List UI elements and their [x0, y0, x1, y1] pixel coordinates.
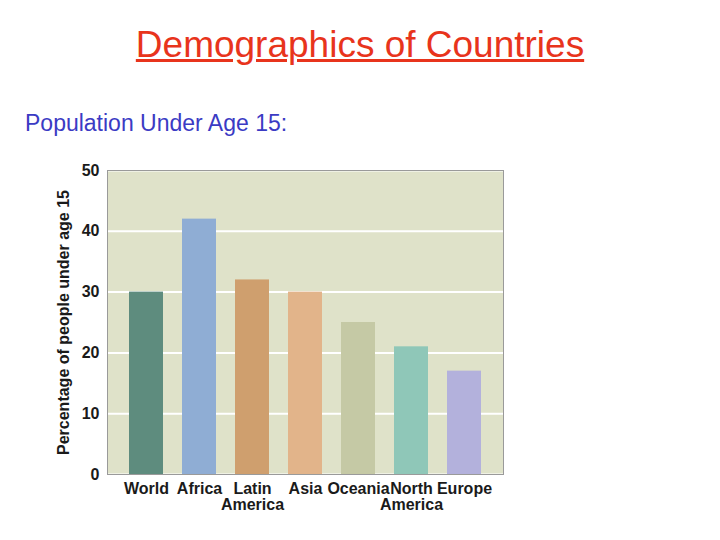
svg-text:30: 30 [82, 283, 100, 300]
svg-text:LatinAmerica: LatinAmerica [221, 480, 284, 513]
html-text:Population Under Age 15:: Population Under Age 15: [25, 110, 288, 136]
svg-text:40: 40 [82, 222, 100, 239]
svg-text:NorthAmerica: NorthAmerica [380, 480, 443, 513]
svg-text:0: 0 [91, 466, 100, 483]
svg-text:Percentage of people under age: Percentage of people under age 15 [55, 190, 72, 455]
svg-text:Africa: Africa [177, 480, 222, 497]
svg-text:10: 10 [82, 405, 100, 422]
html-text:Demographics of Countries: Demographics of Countries [135, 24, 585, 65]
svg-text:World: World [124, 480, 169, 497]
svg-text:Oceania: Oceania [327, 480, 389, 497]
svg-text:Europe: Europe [437, 480, 492, 497]
svg-text:20: 20 [82, 344, 100, 361]
svg-text:Asia: Asia [289, 480, 323, 497]
svg-text:50: 50 [82, 162, 100, 179]
